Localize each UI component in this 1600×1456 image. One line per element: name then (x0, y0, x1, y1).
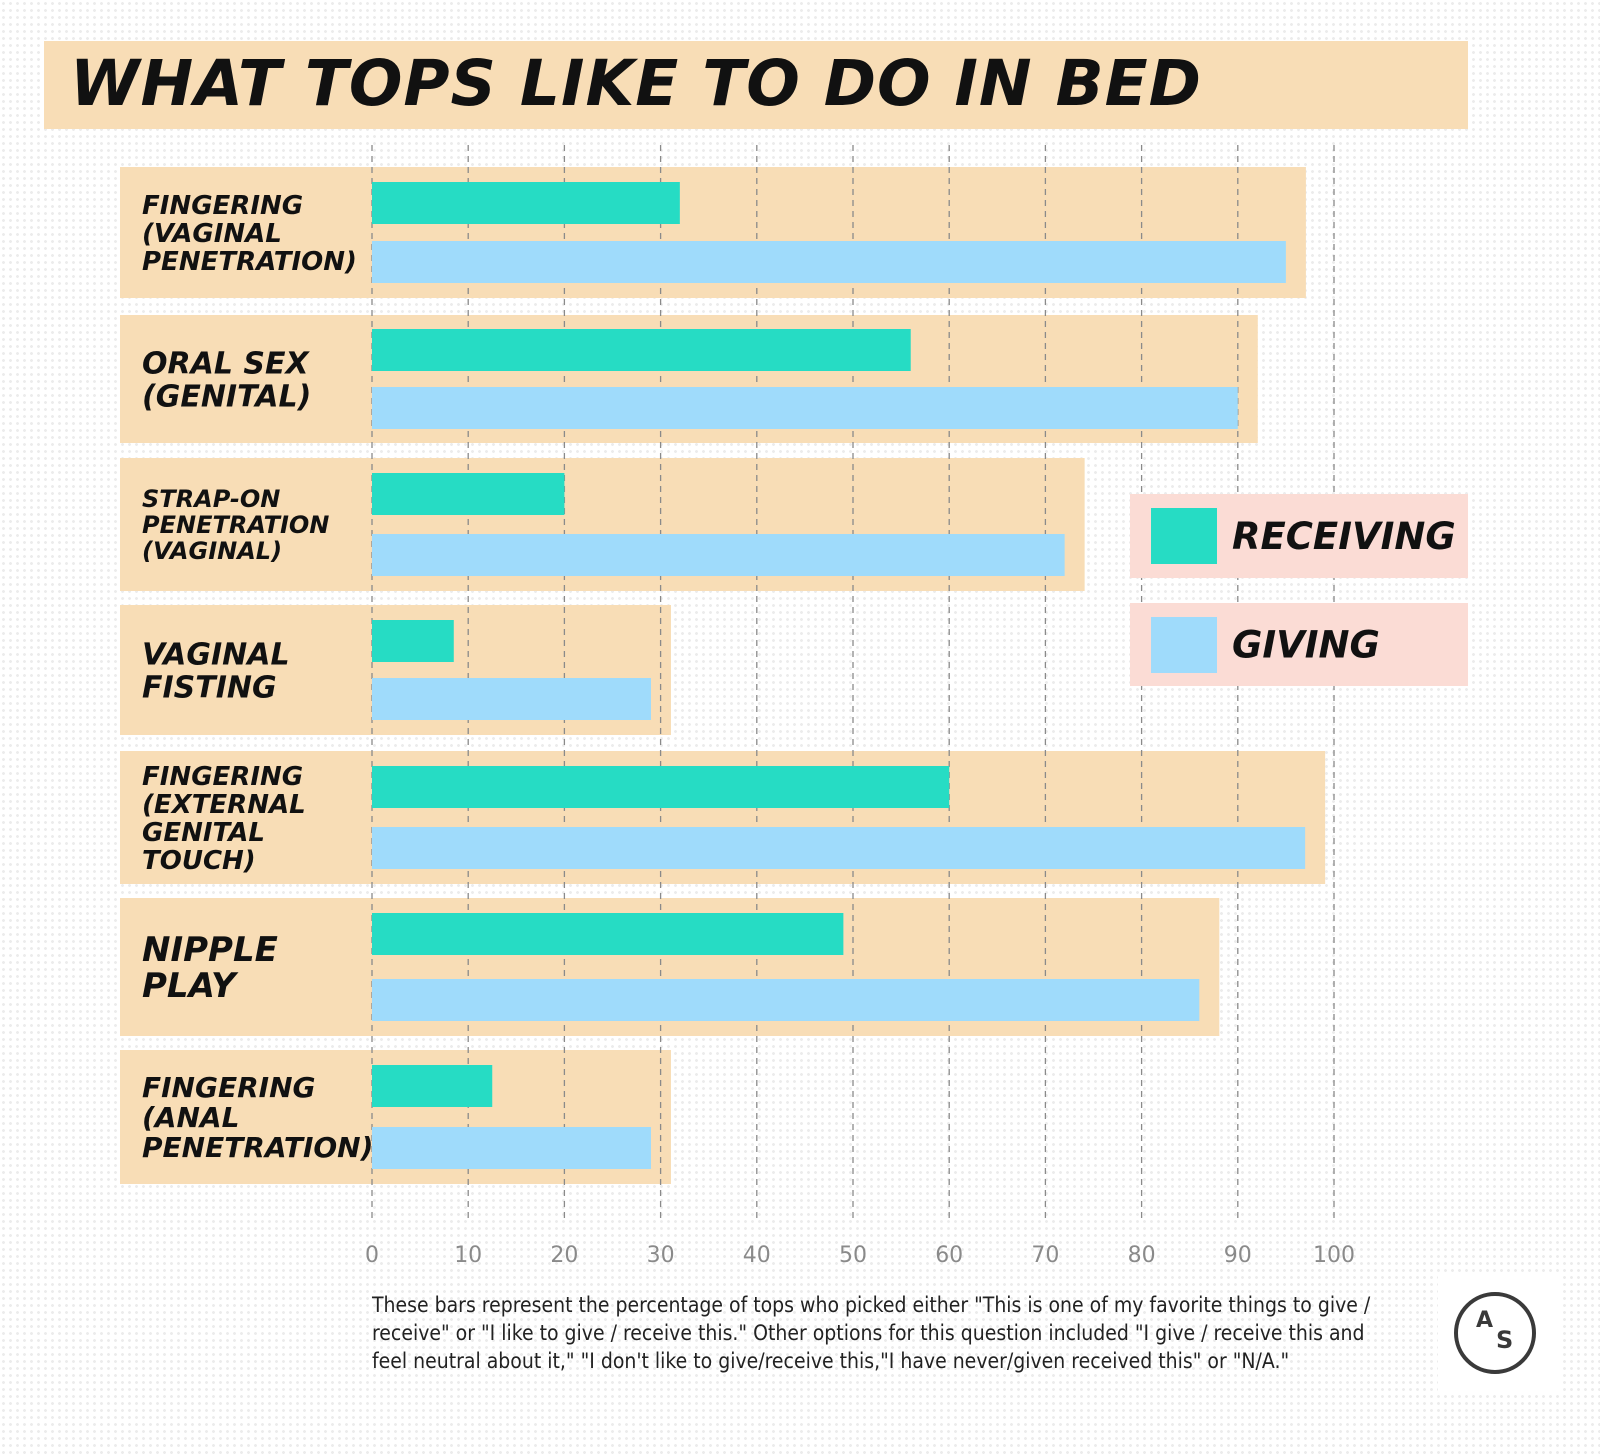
legend-receiving: RECEIVING (1130, 494, 1468, 578)
logo-letter-a: A (1476, 1308, 1494, 1333)
x-tick-label: 10 (454, 1243, 482, 1268)
bar-receiving (372, 329, 911, 371)
x-tick-label: 20 (550, 1243, 578, 1268)
bar-receiving (372, 913, 844, 955)
x-tick-label: 60 (935, 1243, 963, 1268)
autostraddle-logo: A S (1454, 1292, 1536, 1374)
bar-giving (372, 678, 651, 720)
page-title: WHAT TOPS LIKE TO DO IN BED (70, 47, 1202, 120)
category-label: STRAP-ON PENETRATION (VAGINAL) (142, 485, 329, 565)
category-label: FINGERING (EXTERNAL GENITAL TOUCH) (142, 762, 306, 876)
x-tick-label: 50 (839, 1243, 867, 1268)
legend-swatch (1151, 508, 1217, 564)
category-label: ORAL SEX (GENITAL) (142, 346, 311, 414)
x-tick-label: 0 (365, 1243, 379, 1268)
x-tick-label: 80 (1128, 1243, 1156, 1268)
x-tick-label: 40 (743, 1243, 771, 1268)
bar-receiving (372, 1065, 493, 1107)
legend-swatch (1151, 617, 1217, 673)
x-tick-label: 70 (1031, 1243, 1059, 1268)
bar-giving (372, 387, 1238, 429)
bar-receiving (372, 473, 565, 515)
category-label: VAGINAL FISTING (142, 637, 290, 705)
bar-receiving (372, 620, 454, 662)
bar-giving (372, 534, 1065, 576)
bar-receiving (372, 182, 680, 224)
bar-chart: FINGERING (VAGINAL PENETRATION) ORAL SEX (GE… (120, 145, 1468, 1268)
bar-giving (372, 979, 1200, 1021)
title-band (44, 41, 1468, 129)
bar-giving (372, 827, 1306, 869)
category-label: FINGERING (ANAL PENETRATION) (142, 1071, 373, 1164)
bar-giving (372, 1127, 651, 1169)
legend-label: GIVING (1232, 624, 1380, 667)
logo-letter-s: S (1496, 1326, 1514, 1354)
x-tick-label: 90 (1224, 1243, 1252, 1268)
bar-receiving (372, 766, 950, 808)
x-tick-label: 30 (647, 1243, 675, 1268)
bar-giving (372, 241, 1286, 283)
footnote: These bars represent the percentage of t… (372, 1293, 1371, 1373)
category-label: NIPPLE PLAY (142, 930, 278, 1006)
x-tick-label: 100 (1313, 1243, 1355, 1268)
legend-giving: GIVING (1130, 603, 1468, 686)
category-label: FINGERING (VAGINAL PENETRATION) (142, 191, 357, 277)
legend-label: RECEIVING (1232, 515, 1456, 558)
